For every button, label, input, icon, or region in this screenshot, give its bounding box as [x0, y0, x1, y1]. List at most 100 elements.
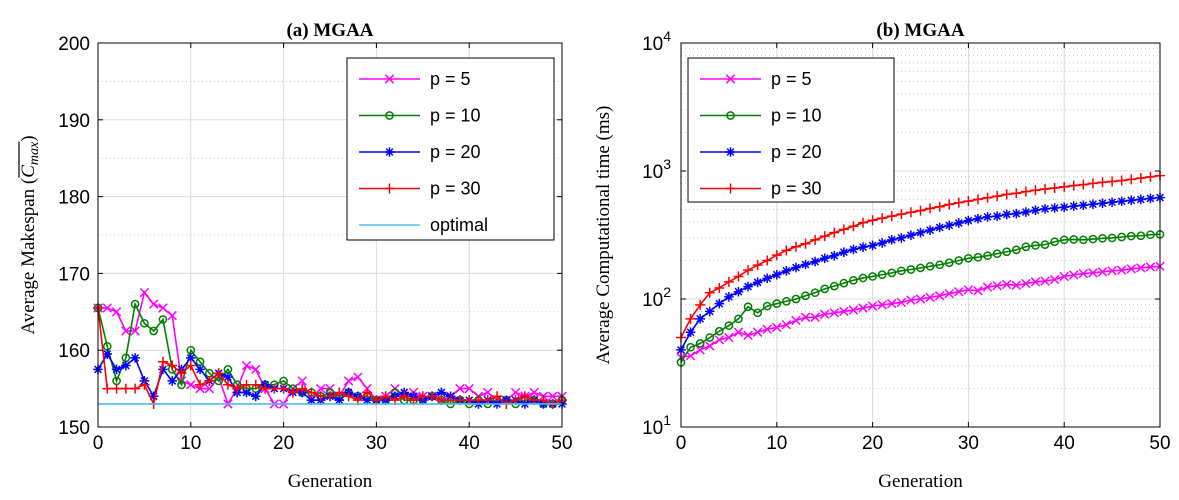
series-0-point	[829, 308, 840, 318]
legend-marker	[725, 74, 736, 84]
series-3-point	[1126, 174, 1137, 185]
series-0-point	[1049, 274, 1060, 285]
y-tick-label: 170	[58, 264, 90, 285]
series-1-point	[1050, 237, 1059, 247]
series-1-point	[705, 333, 715, 342]
series-0-point	[111, 307, 122, 317]
series-3-point	[417, 391, 428, 402]
series-2-point	[925, 225, 935, 235]
legend-entry: p = 20	[771, 142, 822, 162]
series-1-point	[983, 251, 992, 261]
series-3-point	[306, 387, 317, 398]
y-tick-label: 190	[58, 111, 90, 132]
series-1-point	[1021, 242, 1031, 252]
series-3-point	[1001, 189, 1012, 200]
legend-box	[346, 57, 555, 241]
series-3-point	[1087, 178, 1098, 189]
series-2-point	[1088, 199, 1098, 210]
series-3-point	[176, 368, 187, 379]
series-2-point	[130, 353, 140, 363]
series-3-point	[1107, 176, 1118, 187]
series-2-point	[877, 238, 887, 248]
legend-entry: p = 10	[771, 106, 822, 126]
series-2-point	[963, 215, 974, 226]
series-2-point	[934, 222, 945, 233]
series-1-point	[829, 281, 839, 291]
series-2-point	[102, 349, 113, 359]
series-3-point	[130, 383, 141, 394]
series-0-point	[186, 380, 196, 390]
series-3-point	[819, 231, 830, 242]
series-1-point	[820, 284, 830, 294]
series-1-point	[801, 291, 810, 301]
series-1-point	[686, 342, 695, 352]
series-2-point	[186, 353, 196, 363]
x-tick-label: 40	[1054, 433, 1075, 454]
series-3-point	[800, 238, 811, 249]
series-0-point	[1136, 263, 1146, 273]
series-2-point	[839, 247, 849, 258]
panel-a-series	[93, 287, 567, 409]
series-0-point	[121, 326, 131, 336]
legend-entry: p = 10	[430, 106, 481, 126]
y-tick-label-base: 10	[642, 34, 663, 55]
series-0-point	[772, 322, 782, 333]
series-2-point	[954, 218, 964, 228]
series-1-point	[782, 296, 791, 306]
series-2-point	[695, 314, 705, 324]
series-3-point	[269, 383, 280, 394]
series-1-point	[925, 261, 935, 271]
series-1-point	[140, 318, 149, 328]
series-0-point	[858, 303, 868, 313]
series-3-point	[1011, 188, 1022, 199]
series-3-point	[934, 201, 945, 212]
series-1-point	[753, 308, 762, 318]
series-1-point	[1126, 231, 1136, 241]
series-0-point	[1011, 280, 1022, 291]
series-0-point	[102, 303, 113, 313]
series-2-point	[714, 298, 725, 309]
series-2-point	[781, 266, 792, 276]
legend-marker	[384, 183, 395, 194]
x-tick-label: 20	[862, 433, 883, 454]
series-3-point	[111, 383, 122, 394]
series-1-point	[935, 260, 945, 270]
series-0-point	[1040, 276, 1050, 286]
series-3-point	[704, 287, 715, 298]
series-1-point	[714, 326, 724, 336]
series-3-point	[905, 207, 916, 218]
legend-marker	[385, 111, 394, 120]
series-3-point	[896, 209, 907, 220]
series-0-point	[343, 376, 354, 386]
series-2-point	[158, 364, 168, 375]
series-0-point	[1030, 277, 1041, 287]
series-3-point	[781, 245, 792, 256]
series-0-point	[695, 345, 705, 355]
legend-entry: p = 20	[430, 142, 481, 162]
series-3-point	[925, 203, 936, 214]
series-2-point	[733, 286, 744, 297]
series-3-point	[120, 383, 131, 394]
series-3-point	[278, 383, 289, 394]
series-0-point	[1021, 278, 1031, 289]
series-1-point	[149, 326, 159, 336]
series-3-point	[1135, 173, 1146, 184]
series-2-point	[195, 364, 205, 375]
series-0-point	[1088, 268, 1098, 278]
series-1-point	[916, 263, 925, 273]
series-0-point	[781, 319, 792, 330]
series-1-point	[992, 249, 1002, 259]
legend-marker	[384, 74, 395, 84]
series-3-point	[1116, 175, 1127, 186]
series-1-point	[973, 252, 983, 262]
series-2-point	[791, 262, 801, 273]
series-3-point	[953, 197, 964, 208]
series-3-point	[695, 299, 706, 310]
series-0-point	[733, 327, 744, 337]
series-1-point	[868, 272, 877, 281]
series-0-point	[839, 306, 849, 317]
series-3-point	[992, 191, 1003, 202]
series-0-point	[148, 299, 159, 309]
series-2-point	[704, 306, 715, 317]
